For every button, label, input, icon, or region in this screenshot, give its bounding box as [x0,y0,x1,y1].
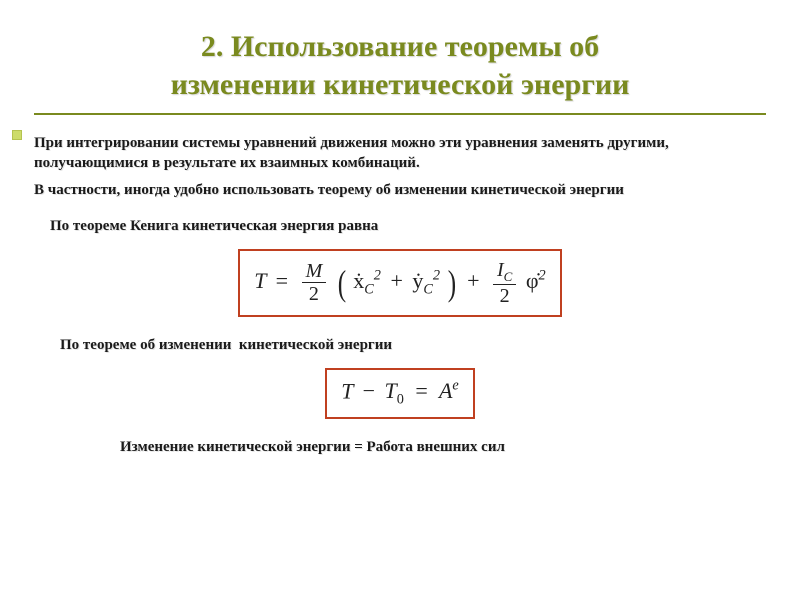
equation-1-wrap: T = M 2 ( ẋC2 + ẏC2 ) + IC 2 φ̇2 [30,249,770,317]
eq1-frac1: M 2 [302,260,327,305]
conclusion-text: Изменение кинетической энергии = Работа … [120,439,770,456]
intro-paragraph-1: При интегрировании системы уравнений дви… [34,133,770,174]
title-line2: изменении кинетической энергии [171,68,630,101]
eq2-equals: = [415,378,427,403]
eq1-plus1: + [390,268,402,293]
theorem-label: По теореме об изменении кинетической эне… [60,337,770,354]
eq1-lhs: T [254,268,266,293]
equation-2-wrap: T − T0 = Ae [30,368,770,419]
eq1-frac1-den: 2 [302,283,327,305]
bullet-square-icon [12,130,22,140]
equation-2-box: T − T0 = Ae [325,368,475,419]
title-line1: 2. Использование теоремы об [201,30,599,63]
eq1-frac2: IC 2 [493,259,516,307]
eq1-frac1-num: M [302,260,327,283]
eq1-xdot: ẋC2 [353,268,381,293]
theorem-label-part1: По теореме об изменении [60,337,231,353]
equation-1-box: T = M 2 ( ẋC2 + ẏC2 ) + IC 2 φ̇2 [238,249,561,317]
eq2-T0: T0 [385,378,404,403]
eq1-equals: = [276,268,288,293]
eq1-ydot: ẏC2 [412,268,440,293]
eq1-lparen: ( [338,262,346,304]
title-underline [34,113,766,115]
intro-paragraph-2: В частности, иногда удобно использовать … [34,180,770,200]
theorem-label-part2: кинетической энергии [239,337,392,353]
eq2-T: T [341,378,353,403]
eq1-rparen: ) [447,262,455,304]
eq2-minus: − [363,378,375,403]
eq2-A: Ae [439,378,459,403]
eq1-frac2-den: 2 [493,285,516,307]
eq1-plus2: + [467,268,479,293]
slide-title: 2. Использование теоремы об изменении ки… [30,28,770,113]
eq1-frac2-num: IC [493,259,516,285]
koenig-label: По теореме Кенига кинетическая энергия р… [50,218,770,235]
eq1-phidot: φ̇2 [526,268,546,293]
